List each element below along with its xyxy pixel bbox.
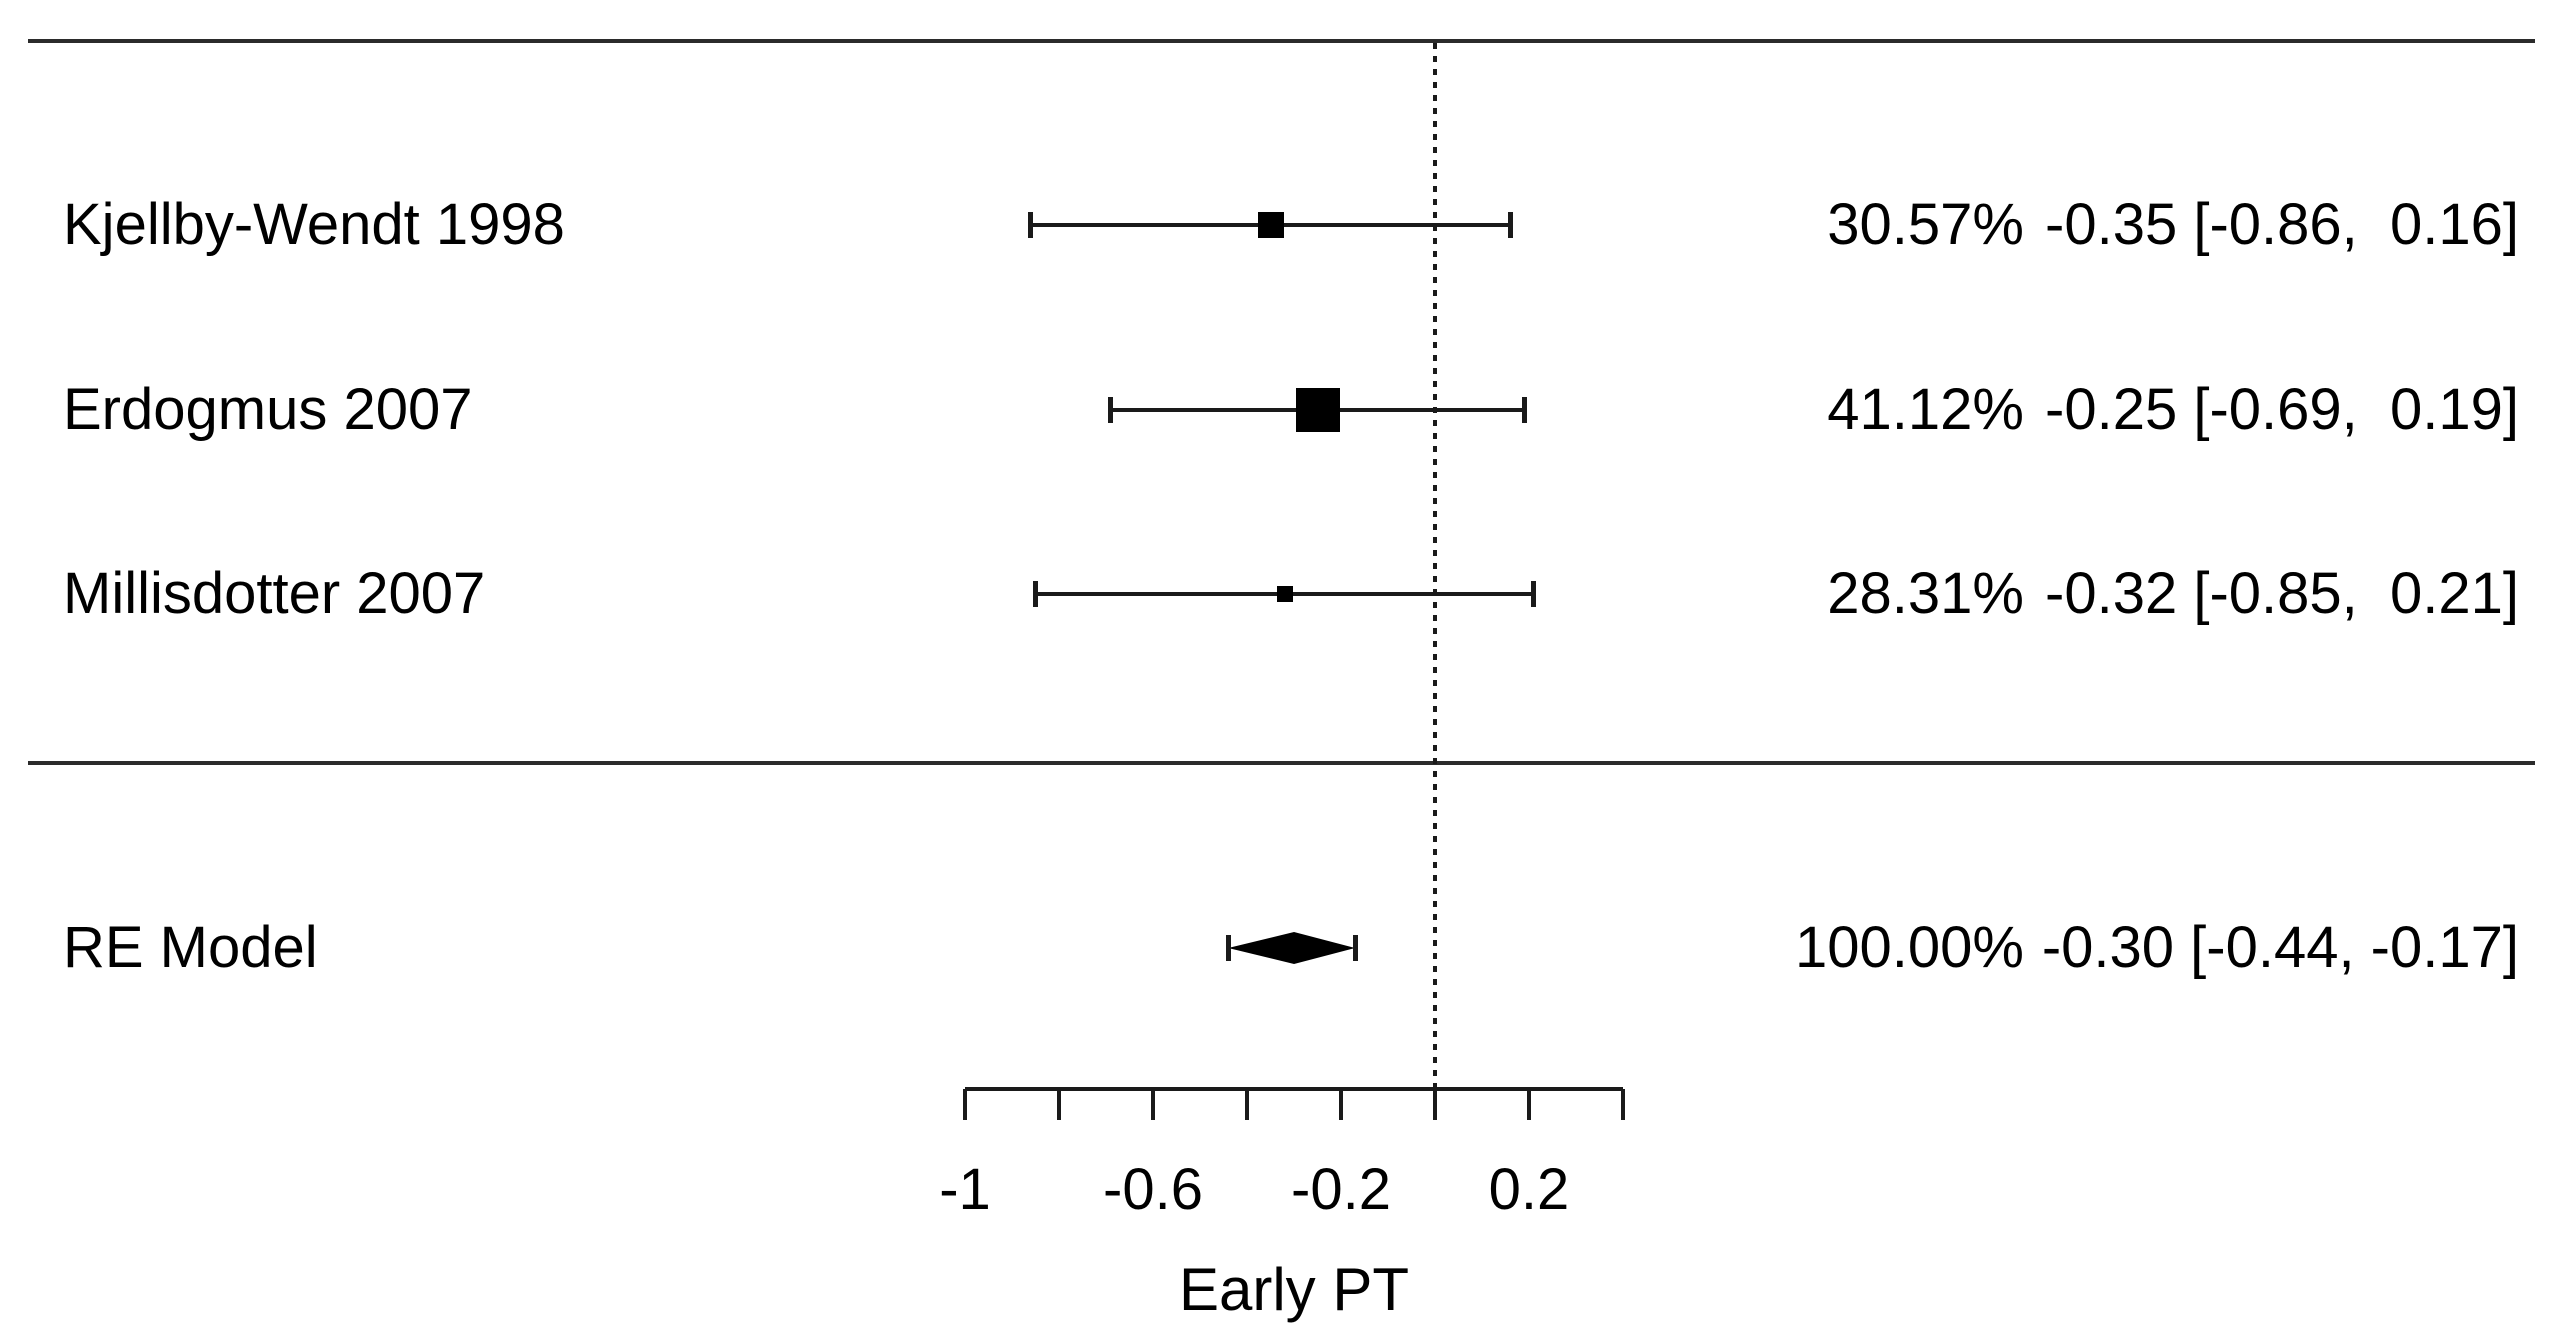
effect-marker <box>1257 212 1284 238</box>
axis-tick <box>1151 1089 1155 1120</box>
effect-marker <box>1295 388 1340 432</box>
x-axis-line <box>965 1087 1623 1091</box>
summary-cap-right <box>1352 935 1358 961</box>
estimate-value: -0.32 [-0.85, 0.21] <box>2045 561 2519 626</box>
weight-value: 28.31% <box>1827 561 2024 626</box>
axis-tick <box>1245 1089 1249 1120</box>
study-label: Erdogmus 2007 <box>63 377 473 442</box>
axis-tick-label: -1 <box>939 1157 991 1222</box>
separator-rule <box>28 761 2535 765</box>
summary-weight-value: 100.00% <box>1795 915 2024 980</box>
summary-estimate-value: -0.30 [-0.44, -0.17] <box>2041 915 2519 980</box>
axis-tick-label: -0.2 <box>1291 1157 1391 1222</box>
axis-tick <box>1057 1089 1061 1120</box>
ci-cap-left <box>1108 397 1114 423</box>
summary-label: RE Model <box>63 915 318 980</box>
estimate-value: -0.35 [-0.86, 0.16] <box>2045 192 2519 257</box>
summary-cap-left <box>1225 935 1231 961</box>
axis-tick <box>1527 1089 1531 1120</box>
axis-tick <box>1433 1089 1437 1120</box>
top-rule <box>28 39 2535 43</box>
zero-line <box>1433 43 1437 1087</box>
ci-cap-right <box>1531 581 1537 607</box>
axis-tick <box>963 1089 967 1120</box>
estimate-value: -0.25 [-0.69, 0.19] <box>2045 377 2519 442</box>
axis-tick <box>1339 1089 1343 1120</box>
weight-value: 41.12% <box>1827 377 2024 442</box>
weight-value: 30.57% <box>1827 192 2024 257</box>
axis-tick-label: 0.2 <box>1488 1157 1570 1222</box>
ci-cap-left <box>1028 212 1034 238</box>
study-label: Millisdotter 2007 <box>63 561 486 626</box>
ci-cap-right <box>1507 212 1513 238</box>
study-label: Kjellby-Wendt 1998 <box>63 192 565 257</box>
effect-marker <box>1276 586 1293 602</box>
summary-diamond <box>1228 932 1356 964</box>
ci-cap-left <box>1033 581 1038 607</box>
axis-tick <box>1621 1089 1625 1120</box>
ci-cap-right <box>1521 397 1527 423</box>
x-axis-title: Early PT <box>1178 1256 1410 1323</box>
axis-tick-label: -0.6 <box>1103 1157 1203 1222</box>
